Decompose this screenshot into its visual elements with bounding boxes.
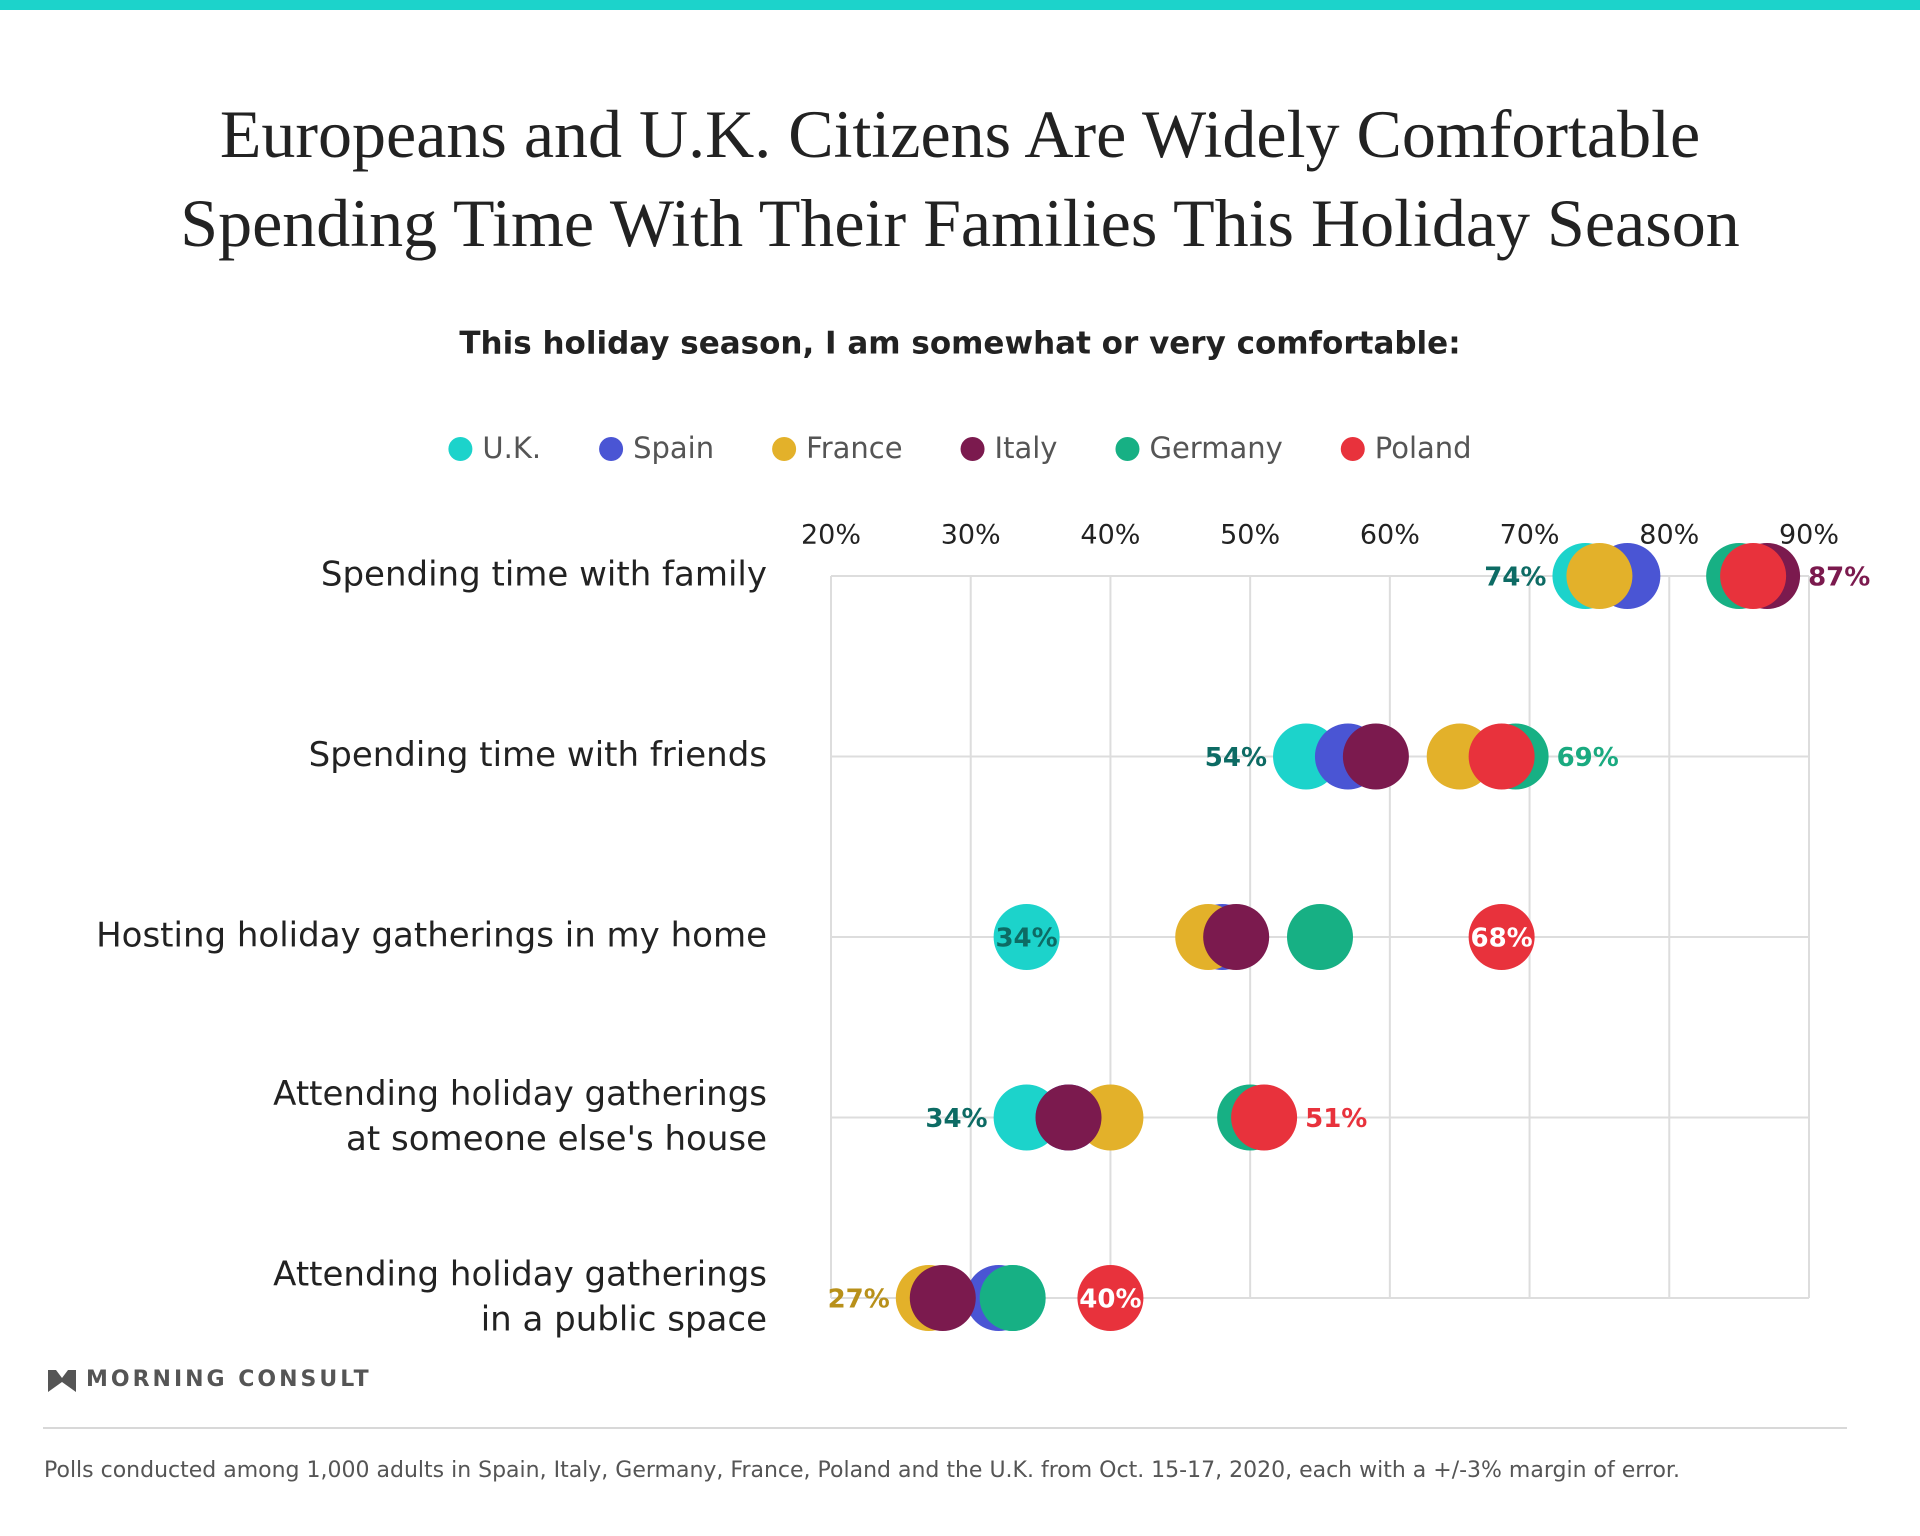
x-tick-label: 30% [941, 520, 1001, 551]
legend-swatch [599, 437, 624, 461]
legend-swatch [960, 437, 985, 461]
x-tick-label: 80% [1639, 520, 1699, 551]
legend-swatch [1340, 437, 1365, 461]
category-label: Attending holiday gatherings at someone e… [273, 1074, 767, 1159]
legend-item: Germany [1115, 431, 1283, 465]
x-tick-label: 70% [1500, 520, 1560, 551]
legend-item: Poland [1340, 431, 1472, 465]
value-label: 34% [995, 924, 1057, 954]
x-tick-label: 60% [1360, 520, 1420, 551]
logo: MORNING CONSULT [48, 1367, 372, 1392]
brand: MORNING CONSULT [86, 1367, 372, 1392]
logo-icon [48, 1370, 76, 1392]
dot [1287, 904, 1353, 970]
dot [1203, 904, 1270, 970]
legend-label: France [806, 431, 902, 465]
value-label: 74% [1484, 563, 1546, 593]
x-tick-label: 50% [1220, 520, 1280, 551]
dot [979, 1265, 1046, 1331]
legend-swatch [772, 437, 797, 461]
footnote: Polls conducted among 1,000 adults in Sp… [44, 1458, 1680, 1483]
dot [1077, 1265, 1144, 1331]
value-label: 40% [1079, 1285, 1141, 1315]
legend-item: U.K. [448, 431, 541, 465]
x-tick-label: 40% [1080, 520, 1140, 551]
legend-item: Italy [960, 431, 1058, 465]
category-label: Hosting holiday gatherings in my home [96, 916, 767, 956]
dot [1468, 723, 1535, 790]
dot [1231, 1084, 1298, 1151]
dot [1720, 543, 1787, 609]
category-label: Attending holiday gatherings in a public … [273, 1254, 767, 1339]
value-label: 69% [1557, 743, 1619, 773]
chart-title: Europeans and U.K. Citizens Are Widely C… [180, 96, 1739, 261]
legend-label: Germany [1149, 431, 1282, 465]
value-label: 68% [1471, 924, 1533, 954]
value-label: 54% [1205, 743, 1267, 773]
value-label: 27% [828, 1285, 890, 1315]
category-label: Spending time with family [321, 555, 767, 595]
x-tick-label: 90% [1779, 520, 1839, 551]
value-label: 34% [925, 1104, 987, 1134]
chart-subtitle: This holiday season, I am somewhat or ve… [459, 326, 1460, 362]
legend-item: France [772, 431, 903, 465]
legend-label: Poland [1375, 431, 1472, 465]
value-label: 87% [1808, 563, 1870, 593]
dot [993, 904, 1060, 970]
value-label: 51% [1305, 1104, 1367, 1134]
dot [1566, 543, 1633, 609]
x-tick-label: 20% [801, 520, 861, 551]
legend-swatch [448, 437, 473, 461]
legend-label: U.K. [482, 431, 541, 465]
dot [1035, 1084, 1102, 1151]
legend-item: Spain [599, 431, 714, 465]
dot [1342, 723, 1409, 790]
legend: U.K. Spain France Italy Germany Poland [448, 431, 1472, 465]
top-bar [0, 0, 1920, 10]
legend-label: Italy [995, 431, 1058, 465]
legend-swatch [1115, 437, 1140, 461]
category-label: Spending time with friends [309, 735, 767, 775]
dot [909, 1265, 976, 1331]
legend-label: Spain [633, 431, 714, 465]
dot [1468, 904, 1535, 970]
